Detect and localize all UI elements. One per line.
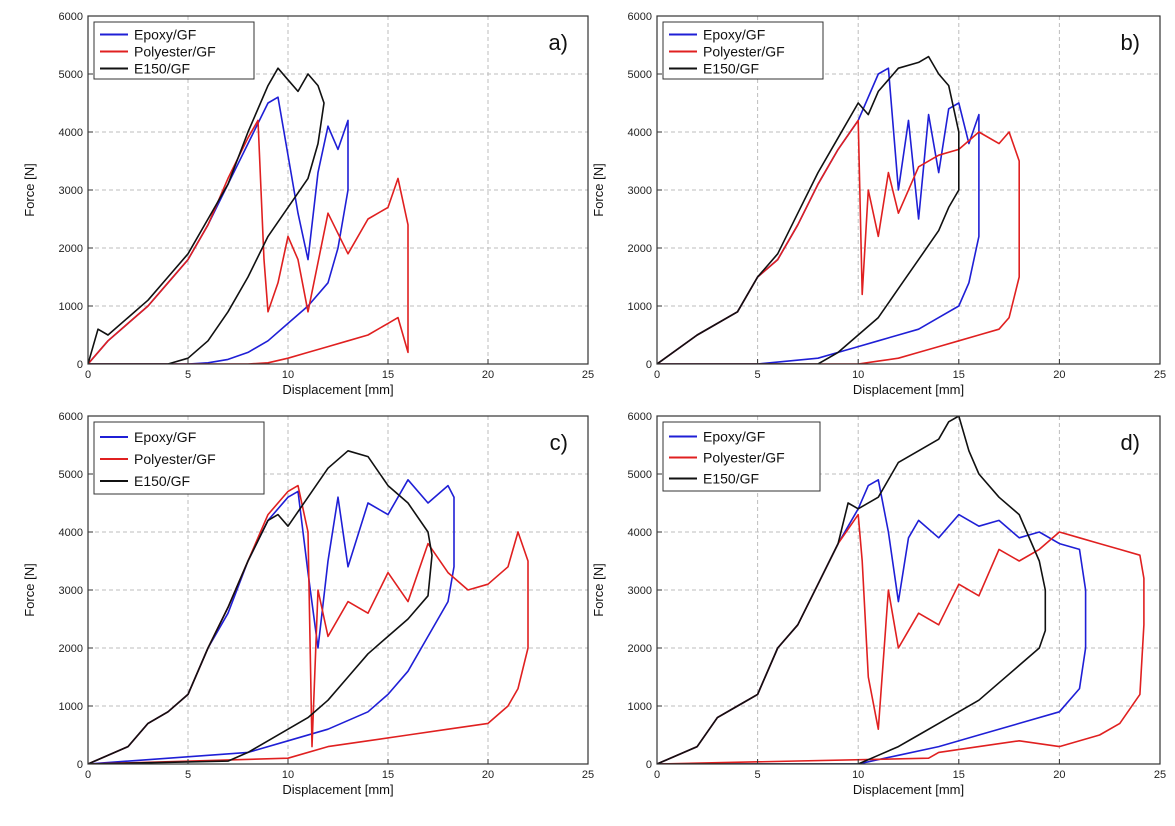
legend-label-e150-gf: E150/GF (134, 473, 190, 489)
x-tick-label: 5 (185, 769, 191, 781)
legend-label-epoxy-gf: Epoxy/GF (134, 429, 196, 445)
panel-label: d) (1120, 430, 1140, 455)
x-tick-label: 15 (382, 769, 394, 781)
legend-label-e150-gf: E150/GF (134, 61, 190, 77)
x-tick-label: 0 (654, 369, 660, 381)
y-axis-label: Force [N] (22, 563, 37, 616)
series-line-e150-gf (88, 449, 433, 764)
y-axis-label: Force [N] (591, 163, 606, 216)
x-tick-label: 25 (582, 369, 594, 381)
legend-label-polyester-gf: Polyester/GF (134, 451, 216, 467)
x-tick-label: 25 (1154, 369, 1166, 381)
y-axis-label: Force [N] (591, 563, 606, 616)
x-axis-label: Displacement [mm] (282, 782, 393, 797)
x-axis-label: Displacement [mm] (282, 382, 393, 397)
y-tick-label: 6000 (59, 11, 83, 23)
x-tick-label: 25 (1154, 769, 1166, 781)
panel-label: a) (548, 30, 568, 55)
legend: Epoxy/GF Polyester/GF E150/GF (662, 421, 821, 492)
x-axis-label: Displacement [mm] (853, 782, 964, 797)
y-tick-label: 0 (77, 359, 83, 371)
x-tick-label: 25 (582, 769, 594, 781)
y-tick-label: 3000 (59, 185, 83, 197)
legend: Epoxy/GF Polyester/GF E150/GF (93, 421, 265, 495)
chart-panel-1: 0 5 10 15 20 25 0 1000 2000 3000 4000 5000 6000 Displ… (22, 11, 594, 397)
x-tick-label: 10 (852, 769, 864, 781)
y-tick-label: 2000 (59, 243, 83, 255)
y-tick-label: 3000 (628, 585, 652, 597)
y-tick-label: 2000 (628, 243, 652, 255)
x-tick-label: 20 (1053, 369, 1065, 381)
x-tick-label: 5 (755, 769, 761, 781)
x-tick-label: 15 (382, 369, 394, 381)
x-tick-label: 15 (953, 369, 965, 381)
x-tick-label: 10 (852, 369, 864, 381)
y-tick-label: 0 (77, 759, 83, 771)
panel-label: b) (1120, 30, 1140, 55)
y-tick-label: 2000 (628, 643, 652, 655)
x-tick-label: 20 (482, 369, 494, 381)
x-tick-label: 0 (654, 769, 660, 781)
x-tick-label: 5 (185, 369, 191, 381)
y-tick-label: 5000 (59, 469, 83, 481)
y-tick-label: 2000 (59, 643, 83, 655)
x-tick-label: 10 (282, 769, 294, 781)
legend-label-epoxy-gf: Epoxy/GF (134, 27, 196, 43)
x-tick-label: 20 (482, 769, 494, 781)
x-tick-label: 0 (85, 769, 91, 781)
x-axis-label: Displacement [mm] (853, 382, 964, 397)
y-tick-label: 1000 (628, 301, 652, 313)
chart-panel-4: 0 5 10 15 20 25 0 1000 2000 3000 4000 5000 6000 Displ… (591, 411, 1166, 797)
x-tick-label: 10 (282, 369, 294, 381)
y-tick-label: 3000 (628, 185, 652, 197)
y-tick-label: 0 (646, 359, 652, 371)
legend-label-epoxy-gf: Epoxy/GF (703, 27, 765, 43)
y-tick-label: 6000 (59, 411, 83, 423)
legend-label-polyester-gf: Polyester/GF (703, 450, 785, 466)
panel-label: c) (550, 430, 568, 455)
y-tick-label: 1000 (59, 701, 83, 713)
y-tick-label: 5000 (628, 69, 652, 81)
x-tick-label: 15 (953, 769, 965, 781)
y-axis-label: Force [N] (22, 163, 37, 216)
series-line-polyester-gf (88, 119, 409, 364)
series-line-e150-gf (657, 416, 1047, 764)
y-tick-label: 4000 (59, 527, 83, 539)
y-tick-label: 1000 (59, 301, 83, 313)
y-tick-label: 4000 (59, 127, 83, 139)
series-line-e150-gf (88, 67, 325, 364)
legend-label-polyester-gf: Polyester/GF (134, 44, 216, 60)
y-tick-label: 4000 (628, 527, 652, 539)
legend-label-e150-gf: E150/GF (703, 61, 759, 77)
x-tick-label: 0 (85, 369, 91, 381)
y-tick-label: 6000 (628, 411, 652, 423)
y-tick-label: 4000 (628, 127, 652, 139)
y-tick-label: 5000 (59, 69, 83, 81)
series-line-polyester-gf (657, 119, 1021, 364)
y-tick-label: 0 (646, 759, 652, 771)
series-line-e150-gf (657, 55, 960, 364)
legend-label-e150-gf: E150/GF (703, 471, 759, 487)
x-tick-label: 5 (755, 369, 761, 381)
legend-label-epoxy-gf: Epoxy/GF (703, 429, 765, 445)
legend-label-polyester-gf: Polyester/GF (703, 44, 785, 60)
y-tick-label: 6000 (628, 11, 652, 23)
chart-panel-3: 0 5 10 15 20 25 0 1000 2000 3000 4000 5000 6000 Displ… (22, 411, 594, 797)
y-tick-label: 5000 (628, 469, 652, 481)
x-tick-label: 20 (1053, 769, 1065, 781)
y-tick-label: 3000 (59, 585, 83, 597)
y-tick-label: 1000 (628, 701, 652, 713)
chart-panel-2: 0 5 10 15 20 25 0 1000 2000 3000 4000 5000 6000 Displ… (591, 11, 1166, 397)
